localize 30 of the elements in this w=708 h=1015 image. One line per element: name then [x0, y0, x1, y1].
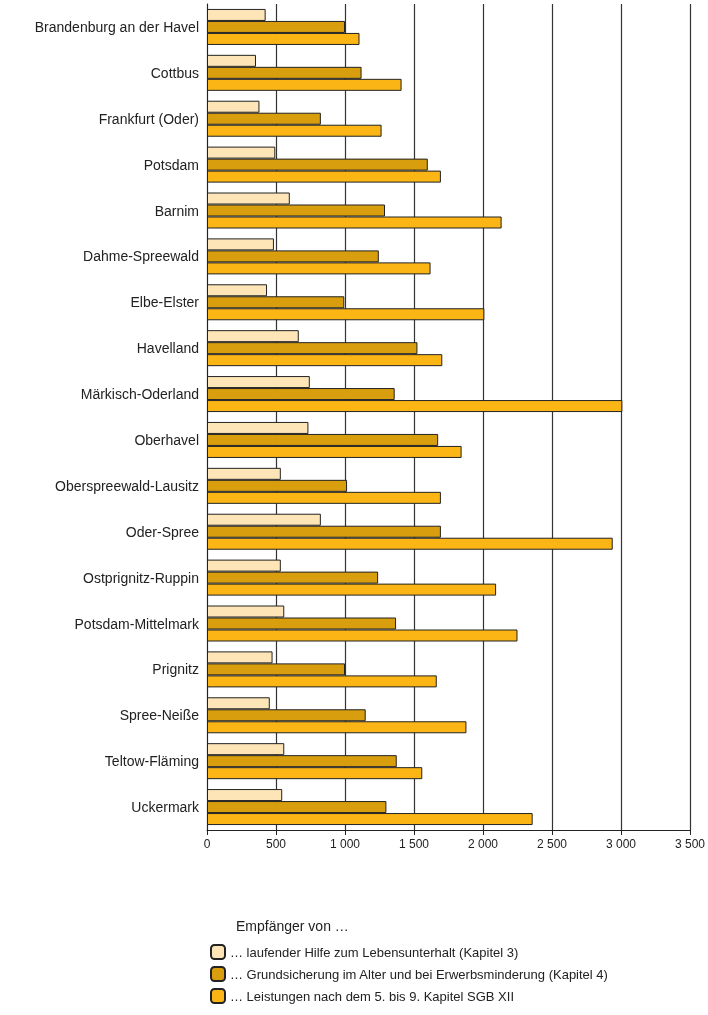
- y-tick-label: Havelland: [136, 340, 199, 357]
- y-tick-label: Potsdam: [143, 156, 199, 173]
- x-tick-label: 2 500: [536, 837, 568, 851]
- y-tick-label: Oberhavel: [134, 431, 199, 448]
- y-tick-label: Brandenburg an der Havel: [34, 18, 199, 35]
- y-tick-label: Uckermark: [131, 799, 200, 816]
- x-tick-label: 3 000: [605, 837, 637, 851]
- legend-title: Empfänger von …: [236, 918, 349, 934]
- x-tick-label: 2 000: [467, 837, 499, 851]
- y-tick-label: Oberspreewald-Lausitz: [55, 477, 199, 494]
- legend-label: … Grundsicherung im Alter und bei Erwerbsminderung (Kapitel 4): [230, 966, 608, 982]
- y-tick-label: Barnim: [154, 202, 199, 219]
- y-tick-label: Ostprignitz-Ruppin: [83, 569, 199, 586]
- y-tick-label: Teltow-Fläming: [104, 753, 199, 770]
- legend-label: … laufender Hilfe zum Lebensunterhalt (Kapitel 3): [230, 944, 519, 960]
- y-tick-label: Prignitz: [152, 661, 199, 678]
- y-tick-label: Dahme-Spreewald: [83, 248, 199, 265]
- x-tick-label: 1 500: [398, 837, 430, 851]
- y-tick-label: Elbe-Elster: [130, 294, 200, 311]
- x-tick-label: 3 500: [674, 837, 706, 851]
- x-tick-label: 500: [265, 837, 287, 851]
- y-tick-label: Märkisch-Oderland: [80, 386, 199, 403]
- y-tick-label: Cottbus: [150, 64, 199, 81]
- legend-label: … Leistungen nach dem 5. bis 9. Kapitel SGB XII: [230, 988, 514, 1004]
- y-tick-label: Frankfurt (Oder): [98, 110, 199, 127]
- x-tick-label: 1 000: [329, 837, 361, 851]
- y-tick-label: Potsdam-Mittelmark: [74, 615, 200, 632]
- y-tick-label: Spree-Neiße: [119, 707, 200, 724]
- y-tick-label: Oder-Spree: [125, 523, 200, 540]
- x-tick-label: 0: [203, 837, 211, 851]
